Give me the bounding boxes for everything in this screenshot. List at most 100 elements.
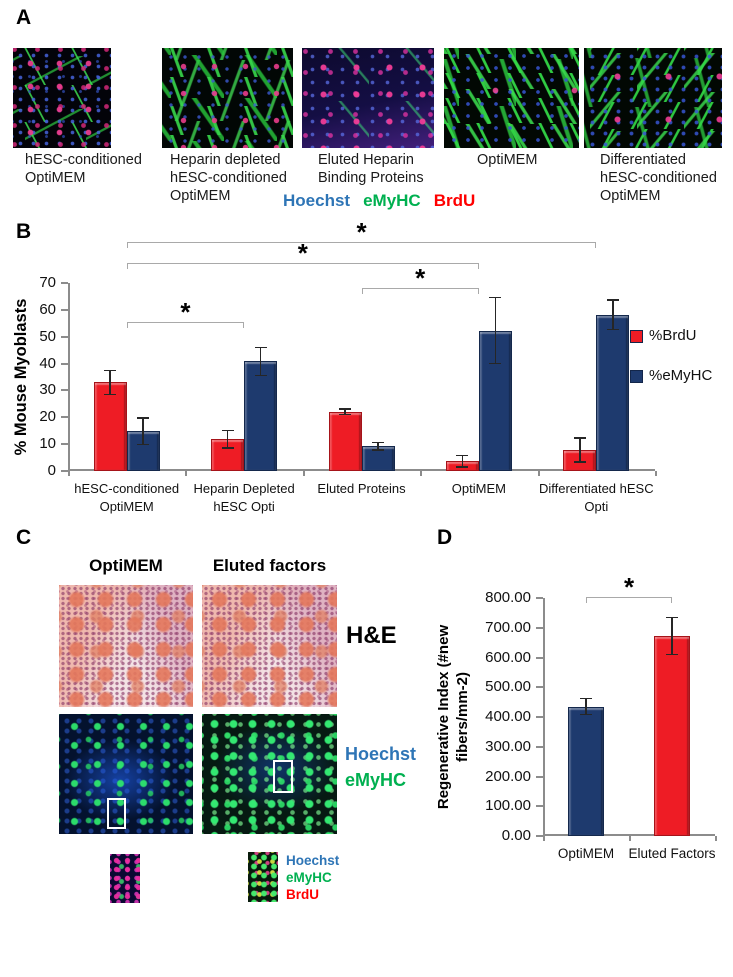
error-bar-line: [671, 617, 673, 655]
y-axis-tick: [536, 626, 543, 629]
error-bar-cap-bottom: [254, 374, 267, 377]
error-bar-cap-top: [104, 369, 117, 372]
bar: [568, 706, 604, 836]
error-bar-cap-bottom: [489, 362, 502, 365]
panel-d-chart: Regenerative Index (#new fibers/mm-2) 0.…: [400, 520, 733, 920]
error-bar-line: [461, 455, 464, 468]
error-bar-line: [109, 370, 111, 395]
caption-eluted-heparin-proteins: Eluted Heparin Binding Proteins: [318, 152, 424, 186]
significance-bracket: [126, 322, 245, 328]
y-axis-tick: [61, 362, 68, 365]
inset-outline-eluted-factors: [273, 760, 293, 793]
significance-star: *: [180, 297, 191, 327]
micrograph-hesc-conditioned: [13, 48, 111, 148]
error-bar-cap-bottom: [137, 443, 150, 446]
error-bar-line: [377, 442, 379, 450]
he-image-optimem: [59, 585, 193, 707]
panel-d-label: D: [437, 526, 453, 549]
x-category-label: Differentiated hESC Opti: [538, 481, 654, 515]
y-axis-tick: [536, 686, 543, 689]
significance-bracket: [586, 597, 672, 603]
y-axis-tick: [61, 335, 68, 338]
x-category-label: Heparin Depleted hESC Opti: [193, 481, 295, 515]
fluor-row-label-emyhc: eMyHC: [345, 770, 407, 790]
micrograph-differentiated: [584, 48, 722, 148]
x-category-label: Eluted Factors: [628, 846, 716, 861]
caption-heparin-depleted: Heparin depleted hESC-conditioned OptiME…: [170, 152, 287, 204]
y-axis-tick-label: 100.00: [485, 797, 531, 815]
x-category-label: OptiMEM: [451, 481, 506, 496]
y-axis-tick: [536, 805, 543, 808]
error-bar-cap-top: [580, 697, 592, 700]
significance-star: *: [297, 238, 308, 268]
y-axis-tick: [61, 443, 68, 446]
error-bar-cap-top: [372, 441, 384, 443]
x-category-label: Eluted Proteins: [317, 481, 406, 496]
micrograph-heparin-depleted: [162, 48, 293, 148]
error-bar-line: [612, 299, 614, 330]
significance-star: *: [415, 263, 426, 293]
error-bar-cap-bottom: [104, 393, 117, 396]
y-axis-tick-label: 400.00: [485, 708, 531, 725]
plot-area: [543, 598, 715, 836]
stain-emyhc: eMyHC: [363, 191, 421, 210]
error-bar-cap-bottom: [221, 447, 234, 449]
x-axis-tick: [715, 836, 717, 841]
y-axis-tick: [536, 745, 543, 748]
caption-optimem: OptiMEM: [477, 152, 538, 168]
y-axis-tick: [536, 775, 543, 778]
y-axis-tick: [61, 282, 68, 284]
micrograph-optimem: [444, 48, 579, 148]
fluorescence-image-optimem: [59, 714, 193, 834]
y-axis-tick: [536, 656, 543, 659]
y-axis-tick-label: 0: [47, 462, 56, 479]
error-bar-line: [259, 347, 262, 376]
x-axis-tick: [420, 471, 423, 476]
error-bar-cap-bottom: [573, 461, 586, 463]
significance-star: *: [356, 217, 367, 247]
y-axis-tick-label: 300.00: [485, 737, 531, 755]
y-axis-tick-label: 10: [39, 435, 56, 453]
stain-hoechst: Hoechst: [283, 191, 351, 210]
error-bar-line: [142, 417, 144, 445]
bar: [654, 636, 690, 836]
x-axis-tick: [302, 471, 305, 476]
y-axis-tick-label: 30: [39, 381, 56, 399]
error-bar-line: [585, 698, 587, 715]
y-axis-tick-label: 200.00: [485, 767, 531, 785]
bar: [328, 411, 362, 471]
y-axis-tick: [61, 308, 68, 311]
error-bar-cap-bottom: [580, 713, 592, 716]
x-axis-tick: [185, 471, 188, 476]
error-bar-cap-top: [137, 417, 150, 419]
error-bar-cap-top: [254, 346, 267, 349]
x-axis-tick: [655, 471, 657, 476]
bar: [244, 361, 278, 471]
y-axis-tick-label: 800.00: [485, 589, 531, 606]
significance-star: *: [623, 572, 635, 602]
error-bar-line: [494, 297, 497, 364]
error-bar-cap-bottom: [606, 328, 619, 331]
stain-brdu: BrdU: [433, 191, 476, 210]
error-bar-line: [344, 409, 346, 415]
inset-legend-emyhc: eMyHC: [286, 870, 332, 885]
y-axis-tick: [536, 835, 543, 837]
y-axis-tick-label: 20: [39, 408, 56, 426]
x-category-label: OptiMEM: [557, 846, 615, 861]
x-axis-tick: [543, 836, 545, 841]
stain-legend: Hoechst eMyHC BrdU: [283, 191, 488, 211]
y-axis-tick: [61, 416, 68, 419]
inset-image-optimem: [110, 854, 140, 903]
significance-bracket: [126, 263, 479, 269]
inset-legend: Hoechst eMyHC BrdU: [286, 852, 339, 903]
error-bar-cap-bottom: [666, 653, 678, 656]
inset-outline-optimem: [107, 798, 126, 829]
error-bar-cap-bottom: [372, 449, 384, 451]
bar: [93, 382, 127, 471]
y-axis-tick: [61, 470, 68, 472]
inset-image-eluted-factors: [248, 852, 278, 902]
panel-a-label: A: [16, 6, 32, 29]
error-bar-line: [226, 430, 229, 449]
error-bar-cap-top: [456, 454, 469, 457]
